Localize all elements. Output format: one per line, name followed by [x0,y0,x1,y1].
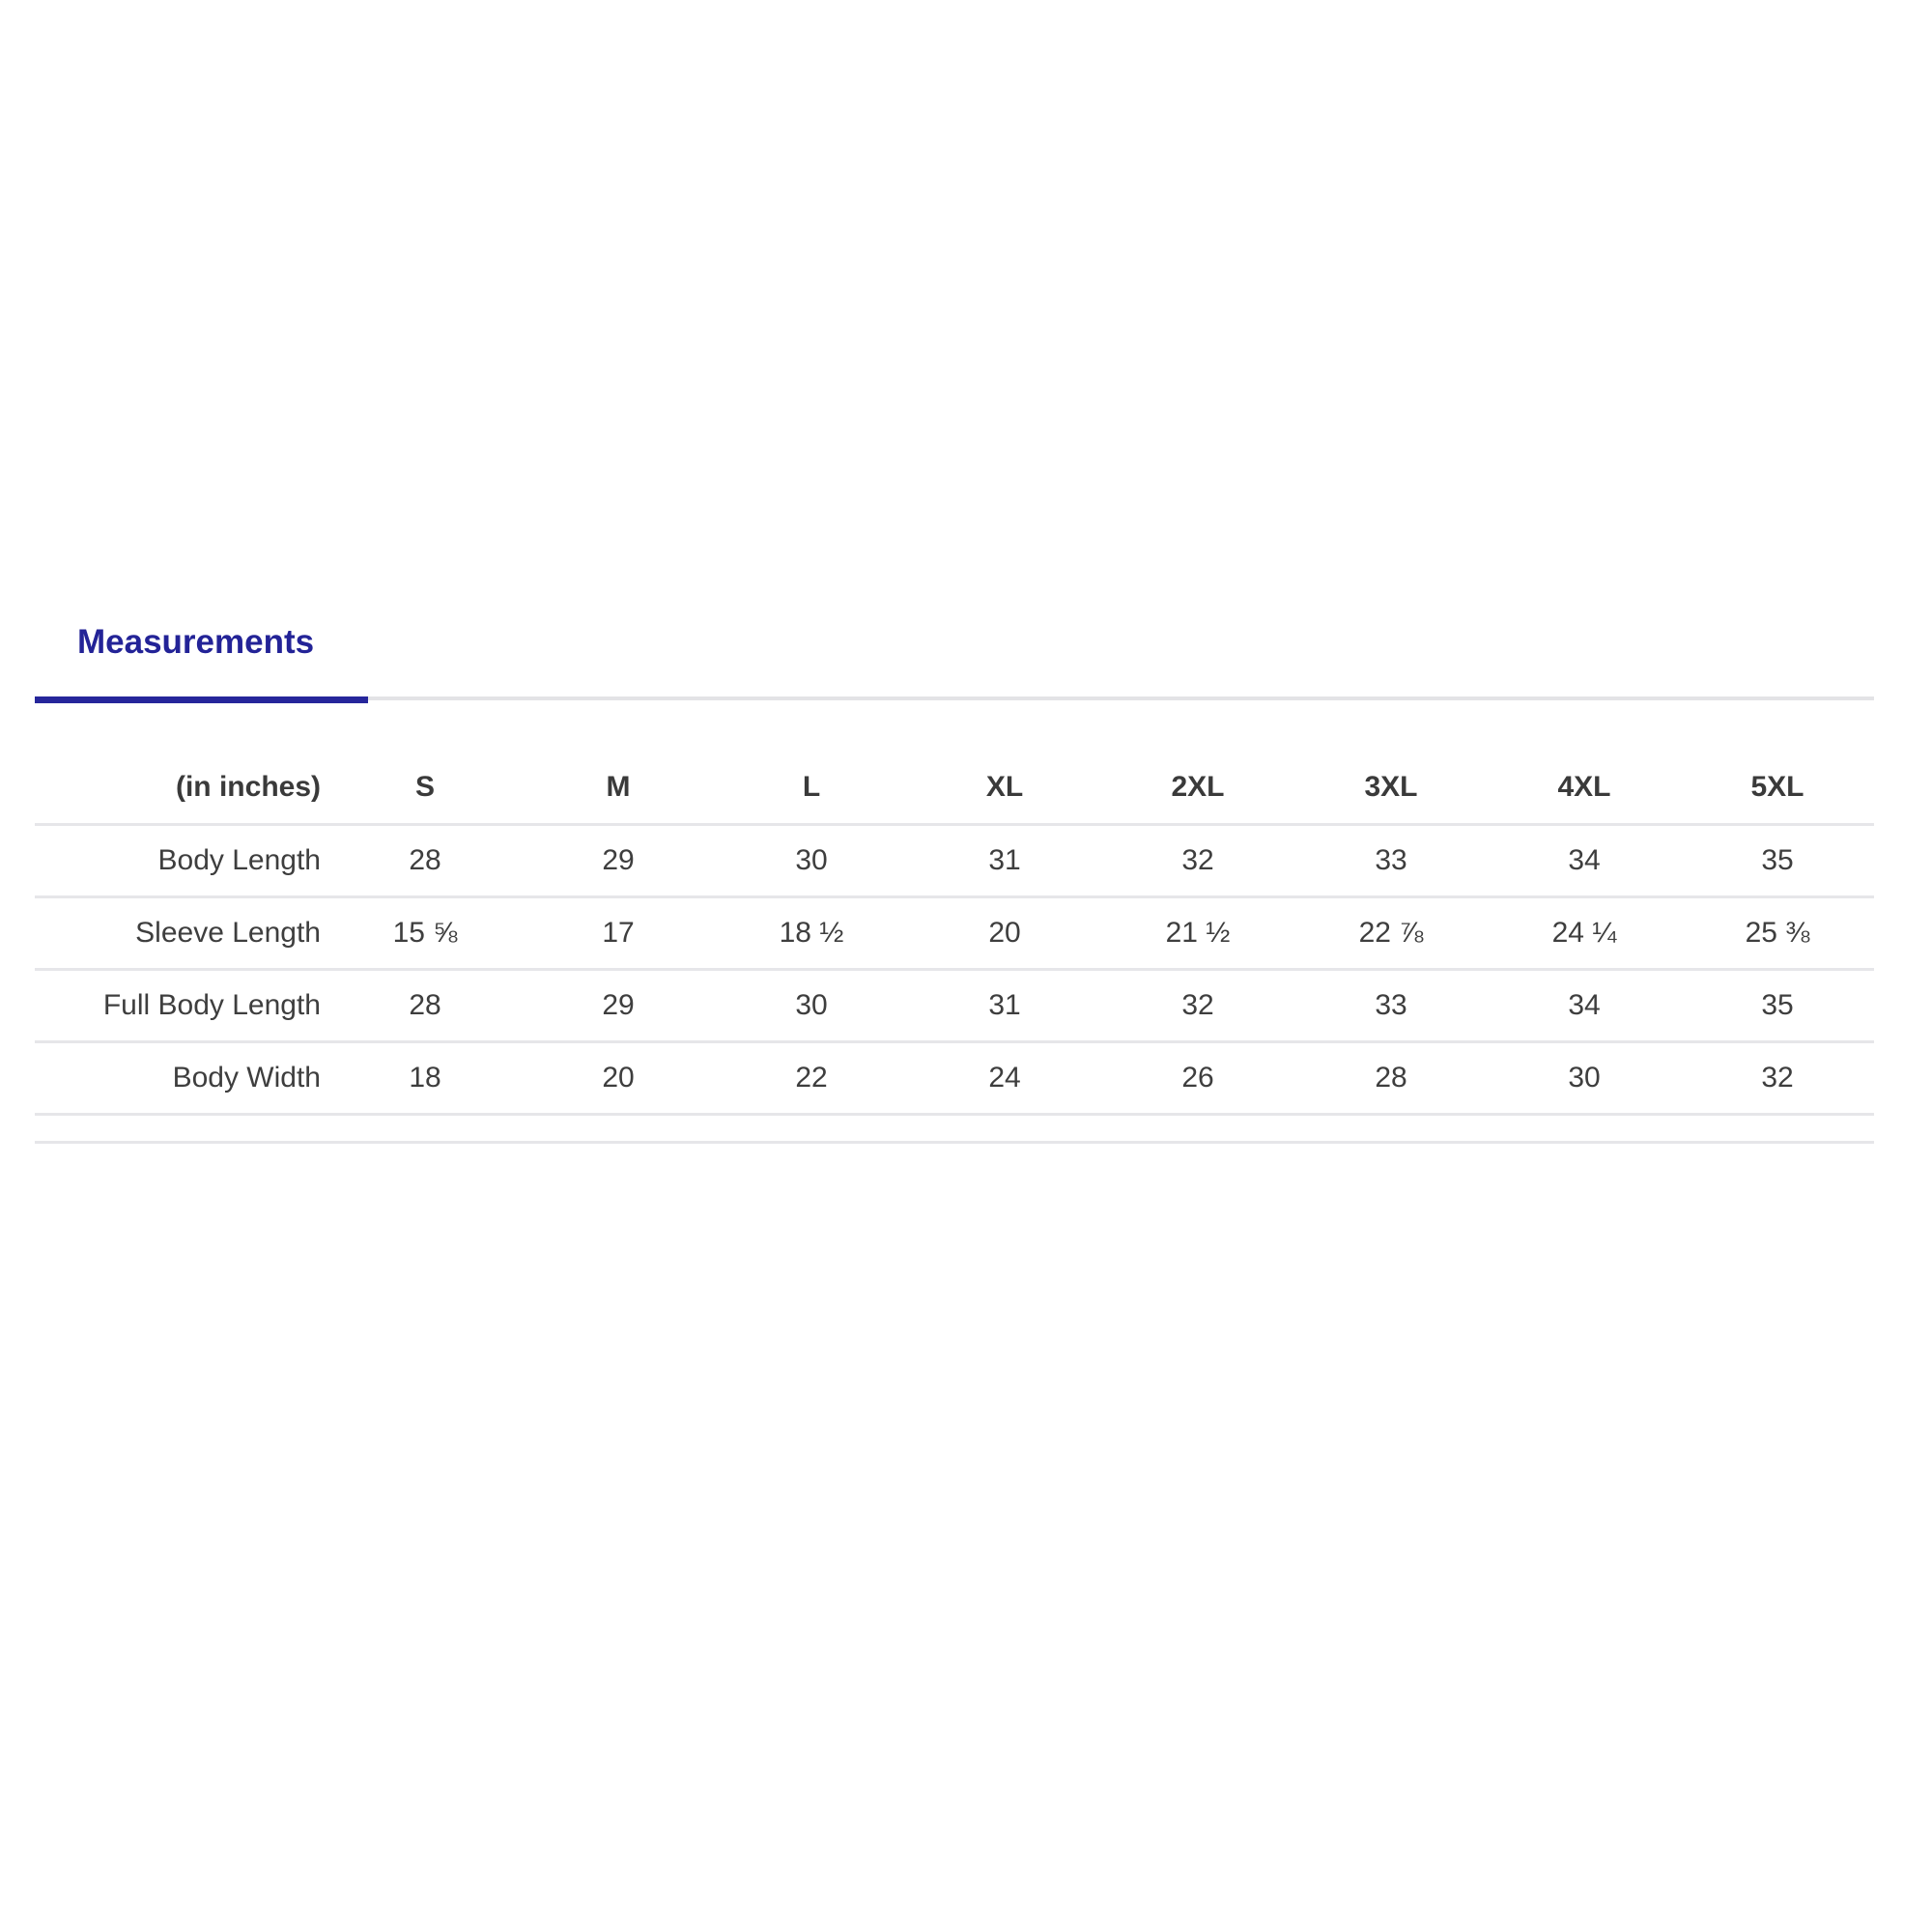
tab-active-indicator [35,696,368,703]
size-column-header: 3XL [1364,770,1418,803]
measurement-value-cell: 21 ½ [1165,916,1231,949]
measurement-value-cell: 31 [988,843,1021,876]
measurement-value-cell: 33 [1375,988,1407,1021]
measurement-value-cell: 31 [988,988,1021,1021]
size-chart-body: Body Length 28 29 30 31 32 33 34 35 Sleeve Length… [35,824,1874,1142]
unit-header-cell: (in inches) [175,770,321,803]
measurement-value-cell: 32 [1761,1061,1794,1094]
table-footer-spacer-cell [35,1114,1874,1142]
row-label-cell: Full Body Length [102,988,321,1021]
measurement-value-cell: 17 [602,916,635,949]
measurement-value-cell: 34 [1568,988,1601,1021]
tab-underline-track [35,696,1874,704]
size-column-header: XL [985,770,1024,803]
table-row: Full Body Length 28 29 30 31 32 33 34 35 [35,969,1874,1041]
size-column-header: 2XL [1171,770,1225,803]
measurement-value-cell: 30 [795,988,828,1021]
measurement-value-cell: 26 [1181,1061,1214,1094]
measurement-value-cell: 29 [602,988,635,1021]
table-header-row: (in inches) S M L XL 2XL 3XL 4XL 5XL [35,752,1874,824]
size-column-header: L [802,770,821,803]
row-label-cell: Body Width [172,1061,321,1094]
measurement-value-cell: 35 [1761,843,1794,876]
measurement-value-cell: 22 ⅞ [1358,916,1424,949]
measurement-value-cell: 24 ¼ [1551,916,1617,949]
table-row: Body Length 28 29 30 31 32 33 34 35 [35,824,1874,896]
table-row: Body Width 18 20 22 24 26 28 30 32 [35,1041,1874,1114]
measurement-value-cell: 20 [988,916,1021,949]
measurement-value-cell: 20 [602,1061,635,1094]
measurement-value-cell: 32 [1181,843,1214,876]
size-column-header: 5XL [1750,770,1804,803]
measurement-value-cell: 33 [1375,843,1407,876]
measurement-value-cell: 30 [795,843,828,876]
measurement-value-cell: 34 [1568,843,1601,876]
measurement-value-cell: 22 [795,1061,828,1094]
tab-track-line [35,696,1874,700]
row-label-cell: Body Length [157,843,321,876]
size-chart-table: (in inches) S M L XL 2XL 3XL 4XL 5XL Body Lengt… [35,752,1874,1144]
measurement-value-cell: 18 ½ [779,916,844,949]
measurement-value-cell: 30 [1568,1061,1601,1094]
measurement-value-cell: 28 [409,843,441,876]
measurement-value-cell: 28 [409,988,441,1021]
measurement-value-cell: 29 [602,843,635,876]
size-column-header: 4XL [1557,770,1611,803]
measurement-value-cell: 15 ⅝ [392,916,458,949]
measurement-value-cell: 28 [1375,1061,1407,1094]
measurement-value-cell: 25 ⅜ [1745,916,1810,949]
measurement-value-cell: 32 [1181,988,1214,1021]
row-label-cell: Sleeve Length [135,916,321,949]
measurement-value-cell: 18 [409,1061,441,1094]
tab-measurements-label: Measurements [77,623,315,661]
size-column-header: M [606,770,631,803]
tab-measurements[interactable]: Measurements [77,623,314,662]
measurement-value-cell: 24 [988,1061,1021,1094]
table-footer-spacer [35,1114,1874,1142]
table-row: Sleeve Length 15 ⅝ 17 18 ½ 20 21 ½ 22 ⅞ 24 ¼ 25 … [35,896,1874,969]
measurement-value-cell: 35 [1761,988,1794,1021]
size-column-header: S [414,770,435,803]
size-chart-header: (in inches) S M L XL 2XL 3XL 4XL 5XL [35,752,1874,824]
